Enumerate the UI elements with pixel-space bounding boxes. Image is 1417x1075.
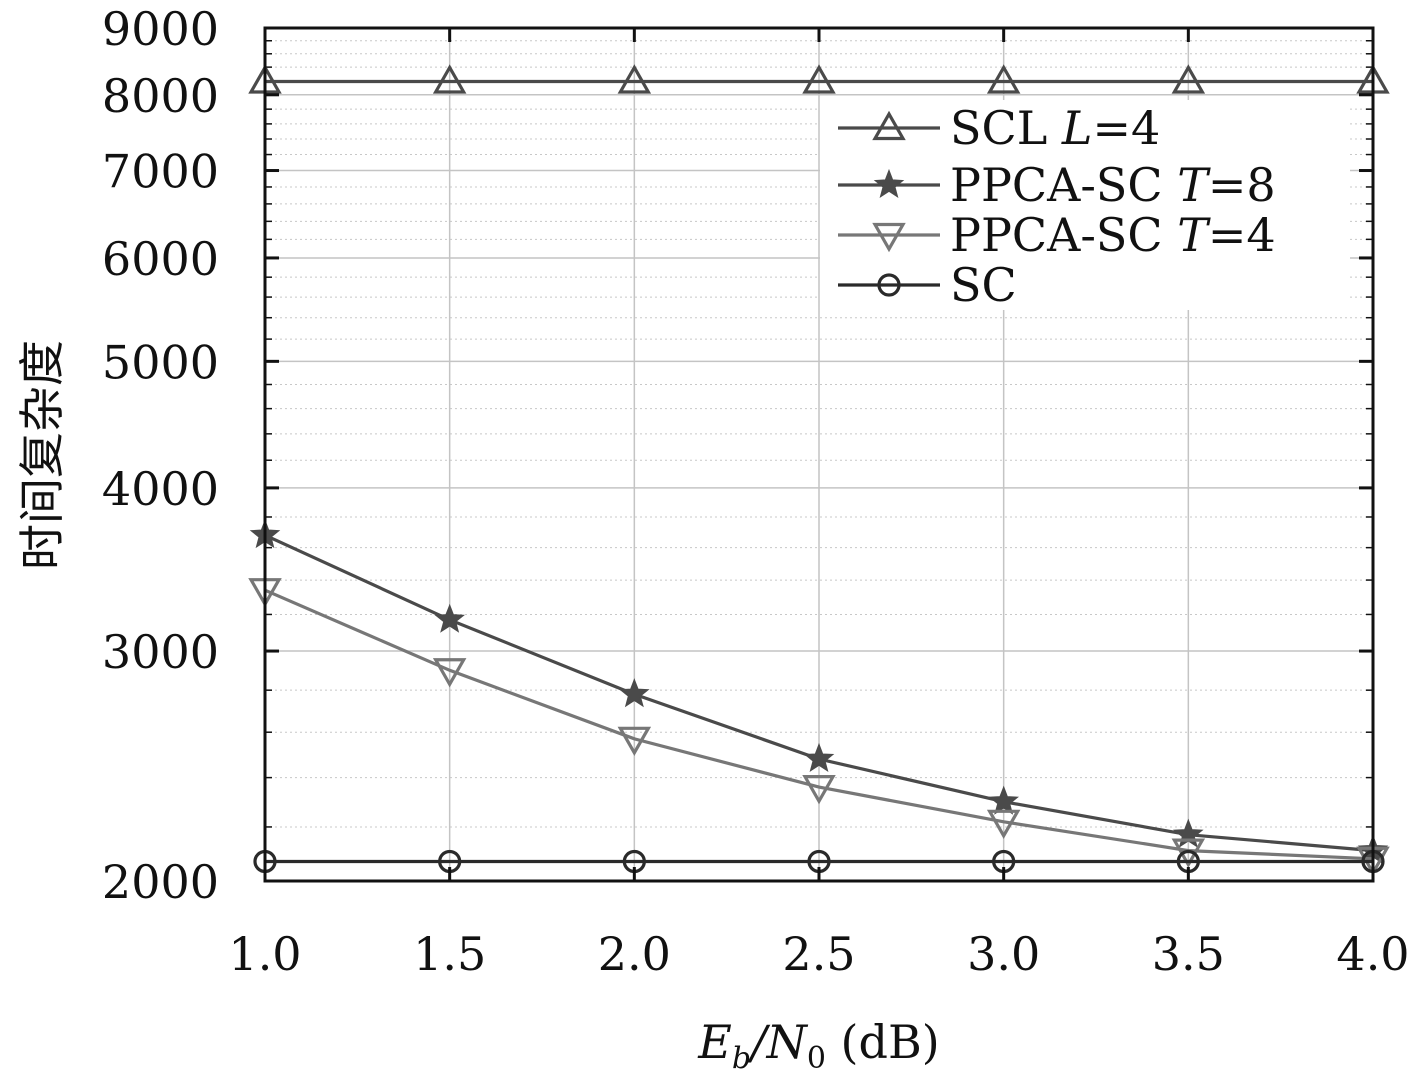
legend-label-value: =4 xyxy=(1092,101,1160,155)
legend-label-param: L xyxy=(1061,101,1093,155)
x-tick-label: 1.0 xyxy=(228,927,301,981)
y-tick-label: 4000 xyxy=(102,462,219,516)
legend-label: SC xyxy=(950,258,1017,312)
data-point-triangle-down xyxy=(986,809,1021,840)
legend-item: PPCA-SC T=8 xyxy=(838,158,1276,212)
data-point-star xyxy=(873,168,905,198)
data-point-triangle-down xyxy=(617,726,652,757)
data-point-circle xyxy=(877,273,901,297)
x-tick-label: 4.0 xyxy=(1336,927,1409,981)
data-point-triangle-up xyxy=(432,64,467,94)
data-point-triangle-down xyxy=(872,222,906,253)
legend-item: SCL L=4 xyxy=(838,101,1160,155)
legend-label: SCL L=4 xyxy=(950,101,1160,155)
legend-label-param: T xyxy=(1177,208,1211,262)
legend-label-param: T xyxy=(1177,158,1211,212)
data-point-triangle-up xyxy=(986,64,1021,94)
data-point-triangle-down xyxy=(432,658,467,688)
x-title-sub2: 0 xyxy=(807,1041,826,1075)
data-point-star xyxy=(803,742,835,772)
x-tick-label: 1.5 xyxy=(413,927,486,981)
x-title-sub: b xyxy=(732,1041,751,1075)
x-title-main: E xyxy=(697,1015,732,1069)
legend-label: PPCA-SC T=4 xyxy=(950,208,1276,262)
series-layer xyxy=(248,64,1390,876)
x-tick-label: 3.5 xyxy=(1152,927,1225,981)
x-tick-label: 2.5 xyxy=(782,927,855,981)
y-tick-label: 6000 xyxy=(102,232,219,286)
legend-item: PPCA-SC T=4 xyxy=(838,208,1276,262)
legend-label-text: SC xyxy=(950,258,1017,312)
data-point-triangle-down xyxy=(802,775,836,805)
legend-label-text: SCL xyxy=(950,101,1062,155)
y-tick-label: 8000 xyxy=(102,69,219,123)
data-point-star xyxy=(434,603,465,633)
y-tick-label: 9000 xyxy=(102,2,219,56)
x-tick-label: 3.0 xyxy=(967,927,1040,981)
y-tick-label: 3000 xyxy=(102,625,219,679)
legend-label: PPCA-SC T=8 xyxy=(950,158,1276,212)
axis-ticks: 2000 3000 4000 5000 6000 7000 8000 9000 1.0 1.5 2.… xyxy=(102,2,1410,981)
legend-label-value: =8 xyxy=(1208,158,1276,212)
data-point-triangle-up xyxy=(802,64,836,94)
x-title-slash: /N xyxy=(747,1015,808,1069)
y-tick-label: 7000 xyxy=(102,145,219,199)
legend-item: SC xyxy=(838,258,1017,312)
data-point-triangle-up xyxy=(617,64,652,94)
data-point-triangle-up xyxy=(1171,64,1206,94)
y-tick-label: 5000 xyxy=(102,335,219,389)
y-tick-label: 2000 xyxy=(102,855,219,909)
data-point-triangle-up xyxy=(872,110,906,141)
legend-label-text: PPCA-SC xyxy=(950,158,1177,212)
data-point-star xyxy=(988,785,1019,815)
x-title-unit: (dB) xyxy=(826,1015,940,1069)
legend-label-value: =4 xyxy=(1208,208,1276,262)
x-tick-label: 2.0 xyxy=(598,927,671,981)
y-axis-title: 时间复杂度 xyxy=(15,340,69,570)
x-axis-title: Eb/N0 (dB) xyxy=(697,1015,939,1075)
legend-label-text: PPCA-SC xyxy=(950,208,1177,262)
legend-box xyxy=(820,100,1350,310)
grid xyxy=(264,27,1374,882)
data-point-star xyxy=(619,678,650,708)
